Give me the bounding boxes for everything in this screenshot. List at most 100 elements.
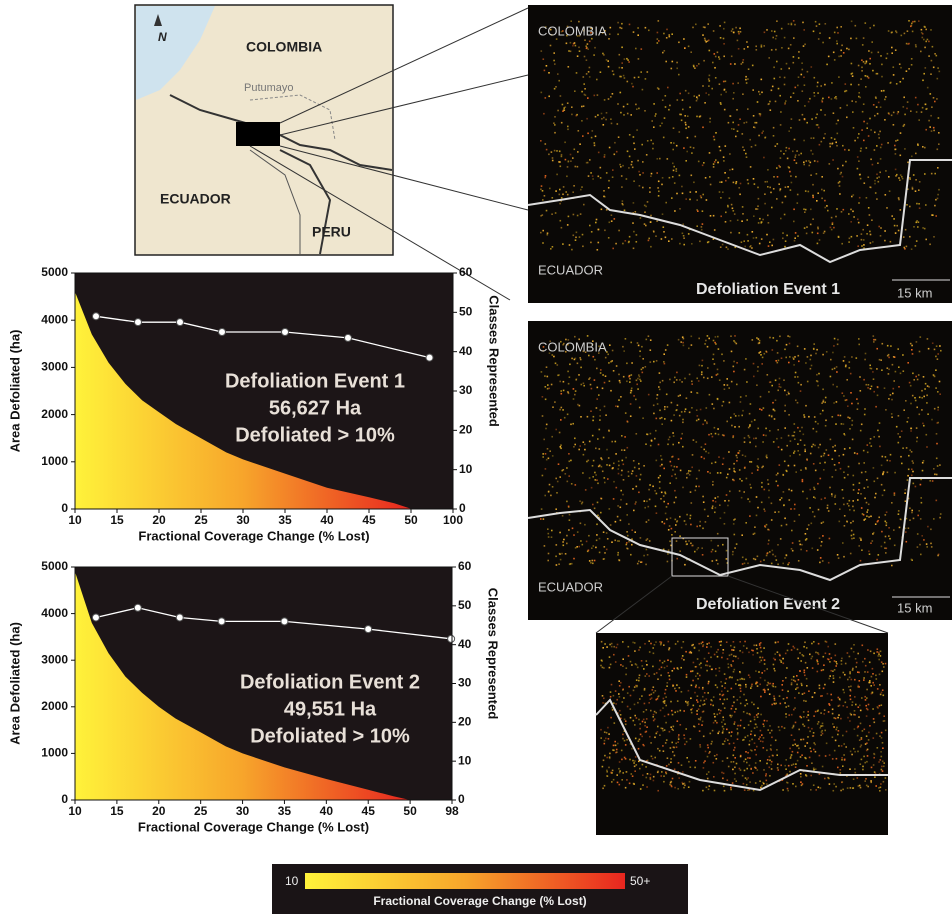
speckle (698, 547, 700, 549)
speckle (910, 110, 912, 112)
speckle (631, 83, 633, 85)
speckle (936, 443, 938, 445)
speckle (723, 458, 725, 460)
speckle (672, 456, 674, 458)
speckle (736, 384, 738, 386)
speckle (606, 209, 608, 211)
speckle (908, 68, 910, 70)
speckle (720, 641, 722, 643)
speckle (719, 191, 721, 193)
speckle (576, 378, 578, 380)
speckle (588, 460, 590, 462)
speckle (818, 643, 820, 645)
speckle (881, 732, 883, 734)
speckle (690, 51, 692, 53)
speckle (661, 184, 663, 186)
speckle (824, 114, 826, 116)
y2-axis-label: Classes Represented (486, 588, 501, 720)
speckle (614, 154, 616, 156)
speckle (880, 655, 882, 657)
speckle (545, 143, 547, 145)
speckle (545, 399, 547, 401)
speckle (756, 49, 758, 51)
speckle (863, 121, 865, 123)
speckle (837, 415, 839, 417)
speckle (863, 756, 865, 758)
speckle (858, 202, 860, 204)
speckle (734, 63, 736, 65)
speckle (546, 424, 548, 426)
speckle (809, 165, 811, 167)
speckle (647, 140, 649, 142)
speckle (652, 148, 654, 150)
speckle (665, 742, 667, 744)
speckle (782, 474, 784, 476)
speckle (735, 183, 737, 185)
speckle (659, 734, 661, 736)
speckle (723, 160, 725, 162)
x-tick-label: 30 (236, 804, 250, 818)
speckle (814, 445, 816, 447)
speckle (606, 464, 608, 466)
speckle (596, 407, 598, 409)
speckle (660, 675, 662, 677)
speckle (777, 764, 779, 766)
speckle (633, 510, 635, 512)
speckle (592, 560, 594, 562)
speckle (747, 757, 749, 759)
speckle (874, 497, 876, 499)
speckle (872, 540, 874, 542)
speckle (646, 539, 648, 541)
speckle (819, 688, 821, 690)
speckle (846, 521, 848, 523)
speckle (829, 653, 831, 655)
speckle (873, 378, 875, 380)
speckle (829, 163, 831, 165)
speckle (699, 241, 701, 243)
speckle (863, 239, 865, 241)
speckle (735, 656, 737, 658)
speckle (587, 162, 589, 164)
speckle (586, 73, 588, 75)
speckle (715, 501, 717, 503)
speckle (628, 655, 630, 657)
speckle (836, 123, 838, 125)
speckle (583, 204, 585, 206)
speckle (792, 435, 794, 437)
speckle (638, 58, 640, 60)
speckle (877, 688, 879, 690)
speckle (841, 423, 843, 425)
speckle (608, 362, 610, 364)
speckle (546, 366, 548, 368)
speckle (911, 64, 913, 66)
speckle (796, 745, 798, 747)
speckle (613, 498, 615, 500)
speckle (717, 545, 719, 547)
speckle (764, 510, 766, 512)
speckle (932, 342, 934, 344)
speckle (580, 540, 582, 542)
speckle (806, 459, 808, 461)
speckle (877, 478, 879, 480)
speckle (636, 486, 638, 488)
speckle (659, 418, 661, 420)
speckle (697, 392, 699, 394)
speckle (683, 345, 685, 347)
speckle (891, 399, 893, 401)
speckle (602, 53, 604, 55)
speckle (578, 21, 580, 23)
speckle (604, 643, 606, 645)
speckle (699, 675, 701, 677)
speckle (934, 101, 936, 103)
speckle (937, 407, 939, 409)
speckle (871, 767, 873, 769)
speckle (669, 105, 671, 107)
speckle (818, 373, 820, 375)
speckle (911, 345, 913, 347)
speckle (632, 760, 634, 762)
speckle (720, 102, 722, 104)
speckle (730, 664, 732, 666)
speckle (773, 176, 775, 178)
speckle (583, 383, 585, 385)
speckle (581, 503, 583, 505)
